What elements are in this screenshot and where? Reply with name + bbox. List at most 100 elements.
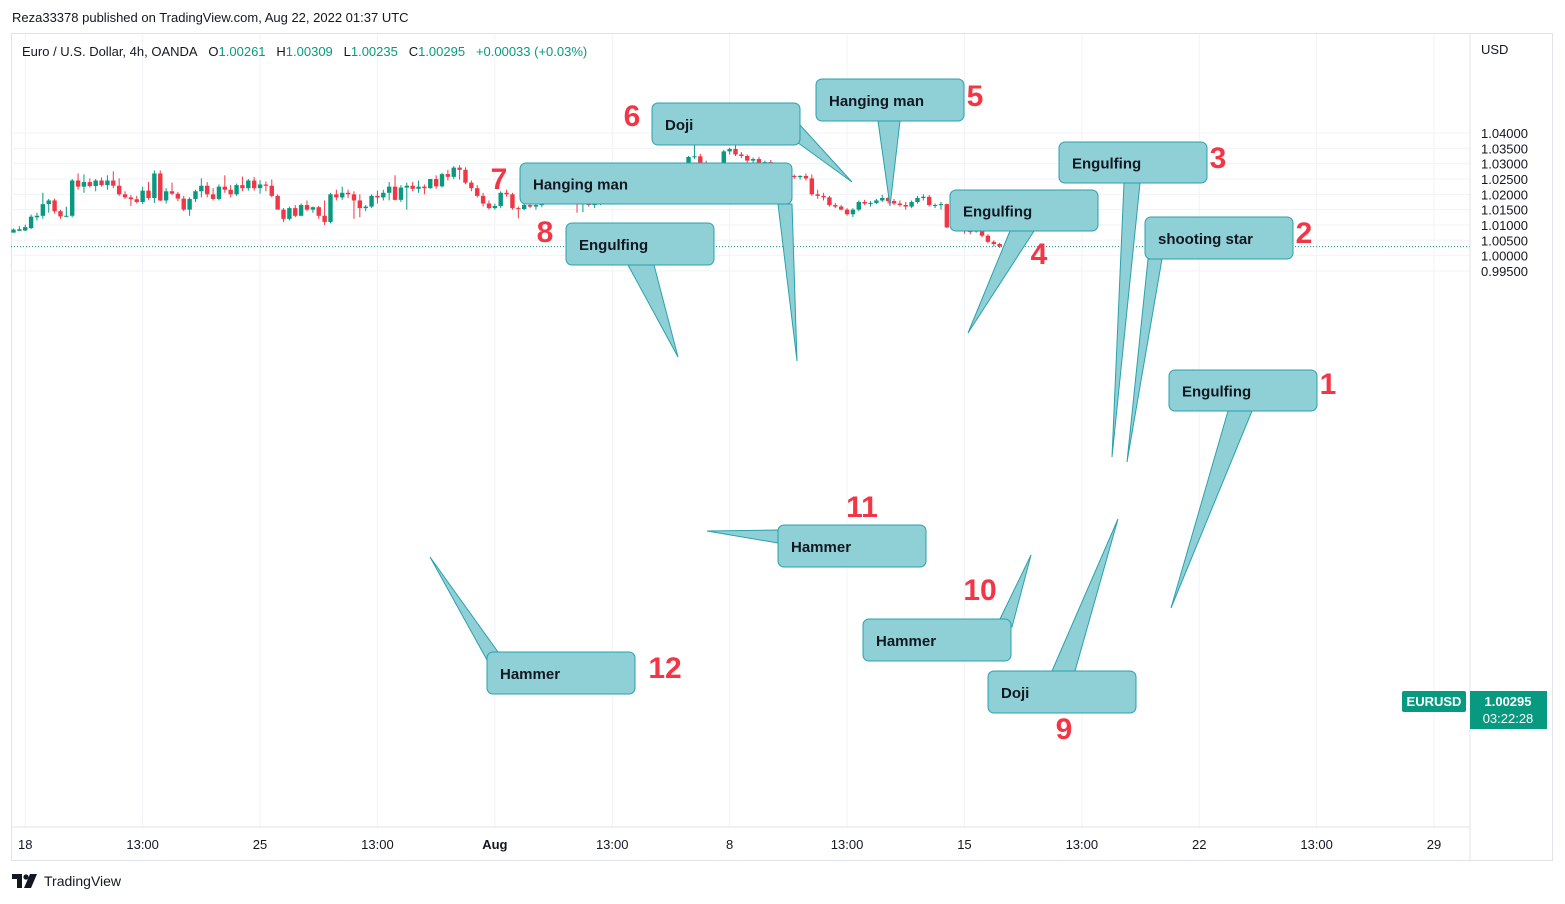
candle: [897, 200, 903, 207]
candle-body: [745, 155, 750, 161]
candle-body: [328, 194, 333, 222]
tradingview-logo-icon: [12, 874, 37, 888]
candle-body: [850, 209, 856, 215]
candle: [222, 175, 228, 193]
pattern-callout[interactable]: Engulfing: [565, 222, 715, 358]
candle: [792, 174, 797, 179]
callout-label: Hanging man: [533, 177, 628, 194]
callout-label: Engulfing: [963, 204, 1032, 221]
candle-body: [410, 185, 415, 189]
candle: [210, 188, 216, 201]
candle-body: [944, 204, 950, 228]
candle-body: [451, 167, 456, 177]
callout-label: Hammer: [876, 633, 936, 650]
currency-label[interactable]: USD: [1481, 42, 1509, 57]
callout-box: [519, 162, 793, 205]
candle-body: [856, 201, 861, 210]
candle-body: [921, 196, 926, 198]
candle: [116, 178, 122, 196]
candle-body: [363, 206, 368, 209]
candle-body: [739, 154, 744, 156]
callout-pointer: [1170, 410, 1253, 609]
legend-change: +0.00033 (+0.03%): [475, 44, 588, 59]
candle-body: [134, 199, 139, 202]
callout-label: Engulfing: [1072, 156, 1141, 173]
candle: [903, 201, 908, 210]
candle: [433, 175, 439, 189]
candle: [257, 180, 263, 194]
candle: [469, 180, 474, 192]
legend-close-label: C: [408, 44, 419, 59]
candle: [486, 200, 492, 210]
pattern-callout[interactable]: shooting star: [1126, 216, 1294, 463]
candle-body: [827, 197, 832, 206]
candle-body: [498, 192, 503, 206]
candle-body: [938, 204, 944, 206]
pattern-callout[interactable]: Hanging man: [815, 78, 965, 207]
candle: [351, 191, 357, 219]
symbol-badge-text: EURUSD: [1407, 694, 1462, 709]
candle: [216, 184, 222, 201]
candle-body: [322, 215, 327, 222]
pattern-callout[interactable]: Engulfing: [1058, 141, 1208, 458]
candle-body: [234, 185, 239, 195]
pattern-callout[interactable]: Engulfing: [1168, 369, 1318, 609]
candle-body: [386, 186, 392, 193]
price-badge-value: 1.00295: [1485, 694, 1532, 709]
candle: [187, 197, 192, 216]
callout-label: Hammer: [791, 539, 851, 556]
pattern-callout[interactable]: Engulfing: [949, 189, 1099, 334]
legend-close-value: 1.00295: [418, 44, 466, 59]
callout-number: 7: [491, 163, 508, 196]
candle: [416, 180, 421, 193]
tradingview-brand[interactable]: TradingView: [12, 873, 121, 889]
candle: [287, 206, 292, 221]
candle-body: [240, 185, 245, 189]
callout-number: 9: [1056, 713, 1073, 746]
callout-pointer: [1111, 182, 1141, 458]
candle-body: [422, 186, 427, 189]
candle: [404, 182, 409, 210]
candle-body: [792, 175, 797, 178]
candle: [739, 152, 744, 159]
candle-body: [510, 194, 515, 209]
candle: [874, 198, 879, 205]
candle-body: [175, 193, 181, 199]
pattern-callout[interactable]: Doji: [987, 518, 1137, 714]
candle-body: [516, 208, 521, 210]
candle: [134, 195, 139, 204]
pattern-callout[interactable]: Doji: [651, 102, 853, 183]
pattern-callout[interactable]: Hanging man: [519, 162, 798, 362]
candle: [40, 192, 46, 219]
x-tick-label: 25: [253, 837, 267, 852]
pattern-callout[interactable]: Hammer: [429, 556, 636, 695]
candle-body: [797, 175, 803, 178]
candle: [809, 174, 815, 196]
candle: [34, 212, 40, 221]
candle: [357, 194, 363, 218]
y-tick-label: 1.00500: [1481, 233, 1528, 248]
callout-pointer: [429, 556, 499, 661]
y-tick-label: 1.04000: [1481, 126, 1528, 141]
candle-body: [833, 205, 838, 207]
callout-box: [777, 524, 927, 568]
pattern-callout[interactable]: Hammer: [862, 554, 1032, 662]
candle: [70, 178, 75, 218]
pattern-callout[interactable]: Hammer: [706, 524, 927, 568]
candle-body: [310, 207, 316, 210]
candle-body: [504, 192, 509, 195]
candle-body: [75, 180, 81, 187]
candle: [46, 198, 51, 213]
candle: [463, 167, 468, 185]
callout-number: 12: [648, 652, 681, 685]
candle: [797, 175, 803, 180]
candle: [193, 189, 198, 202]
candle: [516, 206, 521, 219]
callout-box: [486, 651, 636, 695]
callout-label: Hammer: [500, 666, 560, 683]
candle: [938, 201, 944, 210]
candle-body: [475, 188, 480, 196]
candle-body: [345, 192, 351, 195]
candle-body: [140, 190, 145, 202]
